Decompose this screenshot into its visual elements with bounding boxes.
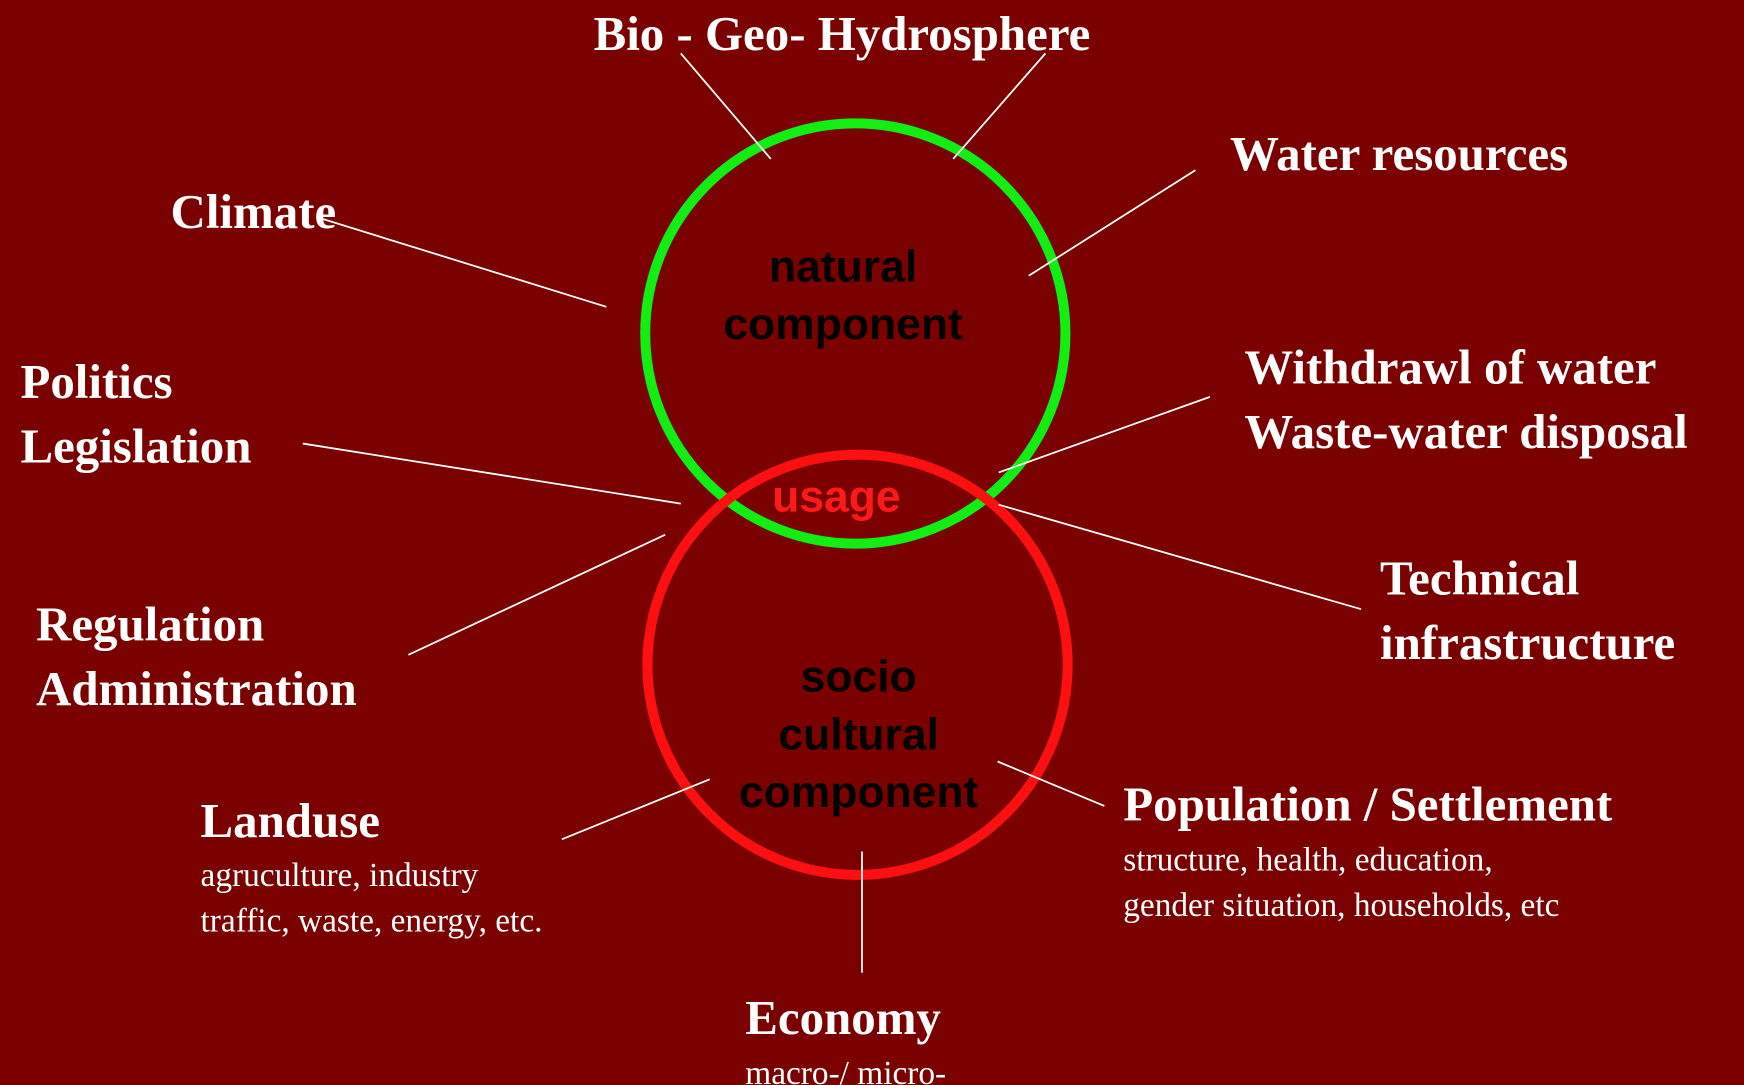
- connector: [998, 503, 1362, 611]
- label: Withdrawl of water: [1244, 340, 1656, 395]
- detail: structure, health, education,: [1123, 841, 1492, 878]
- connector: [1028, 169, 1196, 277]
- label: Technical: [1380, 551, 1579, 606]
- connector: [998, 396, 1211, 474]
- natural-circle: [640, 118, 1071, 549]
- component-label: natural: [769, 242, 917, 291]
- label: Population / Settlement: [1123, 776, 1613, 831]
- label: Waste-water disposal: [1244, 404, 1687, 459]
- label: Water resources: [1230, 126, 1568, 181]
- connector: [302, 442, 681, 505]
- label: Legislation: [20, 418, 251, 473]
- connector: [680, 52, 772, 160]
- label: Economy: [745, 990, 941, 1045]
- connector: [322, 218, 607, 308]
- connector: [408, 533, 666, 656]
- label: Bio - Geo- Hydrosphere: [594, 6, 1091, 61]
- detail: macro-/ micro-: [745, 1055, 946, 1085]
- detail: gender situation, households, etc: [1123, 887, 1559, 924]
- label: Politics: [20, 354, 172, 409]
- usage-label: usage: [772, 472, 900, 521]
- connector: [997, 760, 1105, 807]
- label: infrastructure: [1380, 615, 1675, 670]
- label: Regulation: [36, 596, 264, 651]
- component-label: component: [739, 768, 979, 817]
- component-label: cultural: [778, 710, 939, 759]
- component-label: component: [723, 300, 963, 349]
- label: Climate: [171, 184, 337, 239]
- label: Landuse: [201, 793, 380, 848]
- component-label: socio: [801, 652, 917, 701]
- connector: [952, 52, 1047, 160]
- detail: agruculture, industry: [201, 857, 479, 894]
- connectors: [302, 52, 1362, 973]
- socio-circle: [642, 449, 1073, 880]
- label: Administration: [36, 661, 357, 716]
- detail: traffic, waste, energy, etc.: [201, 903, 543, 940]
- connector: [561, 778, 711, 841]
